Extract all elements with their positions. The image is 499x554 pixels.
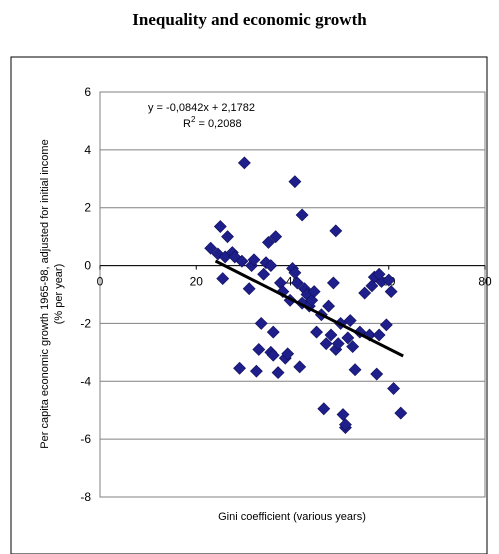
trendline	[214, 259, 404, 358]
y-tick-label: -4	[80, 374, 91, 388]
data-point	[326, 276, 340, 290]
data-point	[394, 406, 408, 420]
data-point	[372, 328, 386, 342]
data-point	[336, 408, 350, 421]
data-point	[324, 328, 338, 342]
data-point	[317, 402, 331, 416]
data-point	[204, 241, 218, 255]
data-point	[288, 266, 302, 280]
data-point	[382, 273, 396, 287]
data-point	[235, 254, 249, 268]
data-point	[322, 299, 336, 313]
x-tick-label: 80	[478, 275, 492, 289]
data-point	[293, 360, 307, 374]
r-squared-prefix: R	[183, 118, 191, 130]
data-point	[370, 367, 384, 381]
data-point	[237, 156, 251, 170]
y-tick-label: 0	[84, 259, 91, 273]
chart-title: Inequality and economic growth	[132, 10, 367, 29]
data-point	[269, 230, 283, 244]
data-point	[358, 286, 372, 300]
data-point	[288, 175, 302, 189]
trendline-path	[214, 259, 404, 358]
data-point	[343, 314, 357, 327]
data-point	[384, 285, 398, 299]
plot-area	[99, 91, 486, 498]
data-point	[221, 230, 234, 244]
data-point	[233, 361, 246, 375]
x-tick-label: 0	[97, 275, 104, 289]
data-point	[213, 220, 227, 233]
trendline-equation: y = -0,0842x + 2,1782	[148, 102, 255, 114]
y-tick-label: -6	[80, 432, 91, 446]
data-point	[348, 363, 362, 377]
data-point	[216, 272, 230, 286]
data-point	[266, 325, 280, 339]
data-point	[249, 364, 263, 378]
data-point	[264, 259, 278, 272]
x-axis-label: Gini coefficient (various years)	[218, 511, 366, 523]
data-point	[372, 267, 386, 281]
y-tick-label: 2	[84, 201, 91, 215]
data-point	[281, 347, 295, 361]
data-point	[307, 285, 321, 299]
y-tick-label: 4	[84, 143, 91, 157]
data-point	[365, 279, 379, 293]
data-point	[295, 208, 309, 222]
y-tick-label: -8	[80, 490, 91, 504]
data-point	[319, 337, 333, 351]
data-point	[252, 343, 266, 356]
r-squared-superscript: 2	[191, 115, 196, 124]
data-point	[266, 348, 280, 362]
r-squared-label: R2 = 0,2088	[183, 115, 242, 130]
data-point	[262, 236, 275, 249]
data-point	[247, 253, 261, 267]
y-tick-label: 6	[84, 85, 91, 99]
y-axis-label-unit: (% per year)	[53, 264, 65, 325]
data-point	[290, 276, 304, 290]
r-squared-value: = 0,2088	[195, 118, 241, 130]
data-point	[242, 282, 256, 296]
data-point	[346, 340, 360, 353]
data-points	[204, 156, 408, 434]
data-point	[339, 418, 352, 432]
data-point	[257, 267, 271, 281]
data-point	[341, 331, 355, 345]
data-point	[310, 325, 323, 339]
data-point	[254, 317, 268, 330]
y-axis-label: Per capita economic growth 1965-98, adju…	[39, 139, 51, 448]
data-point	[271, 366, 285, 380]
data-point	[329, 224, 343, 238]
data-point	[331, 337, 345, 351]
y-tick-label: -2	[80, 316, 91, 330]
data-point	[387, 382, 400, 395]
x-tick-label: 20	[190, 275, 204, 289]
data-point	[379, 318, 393, 332]
